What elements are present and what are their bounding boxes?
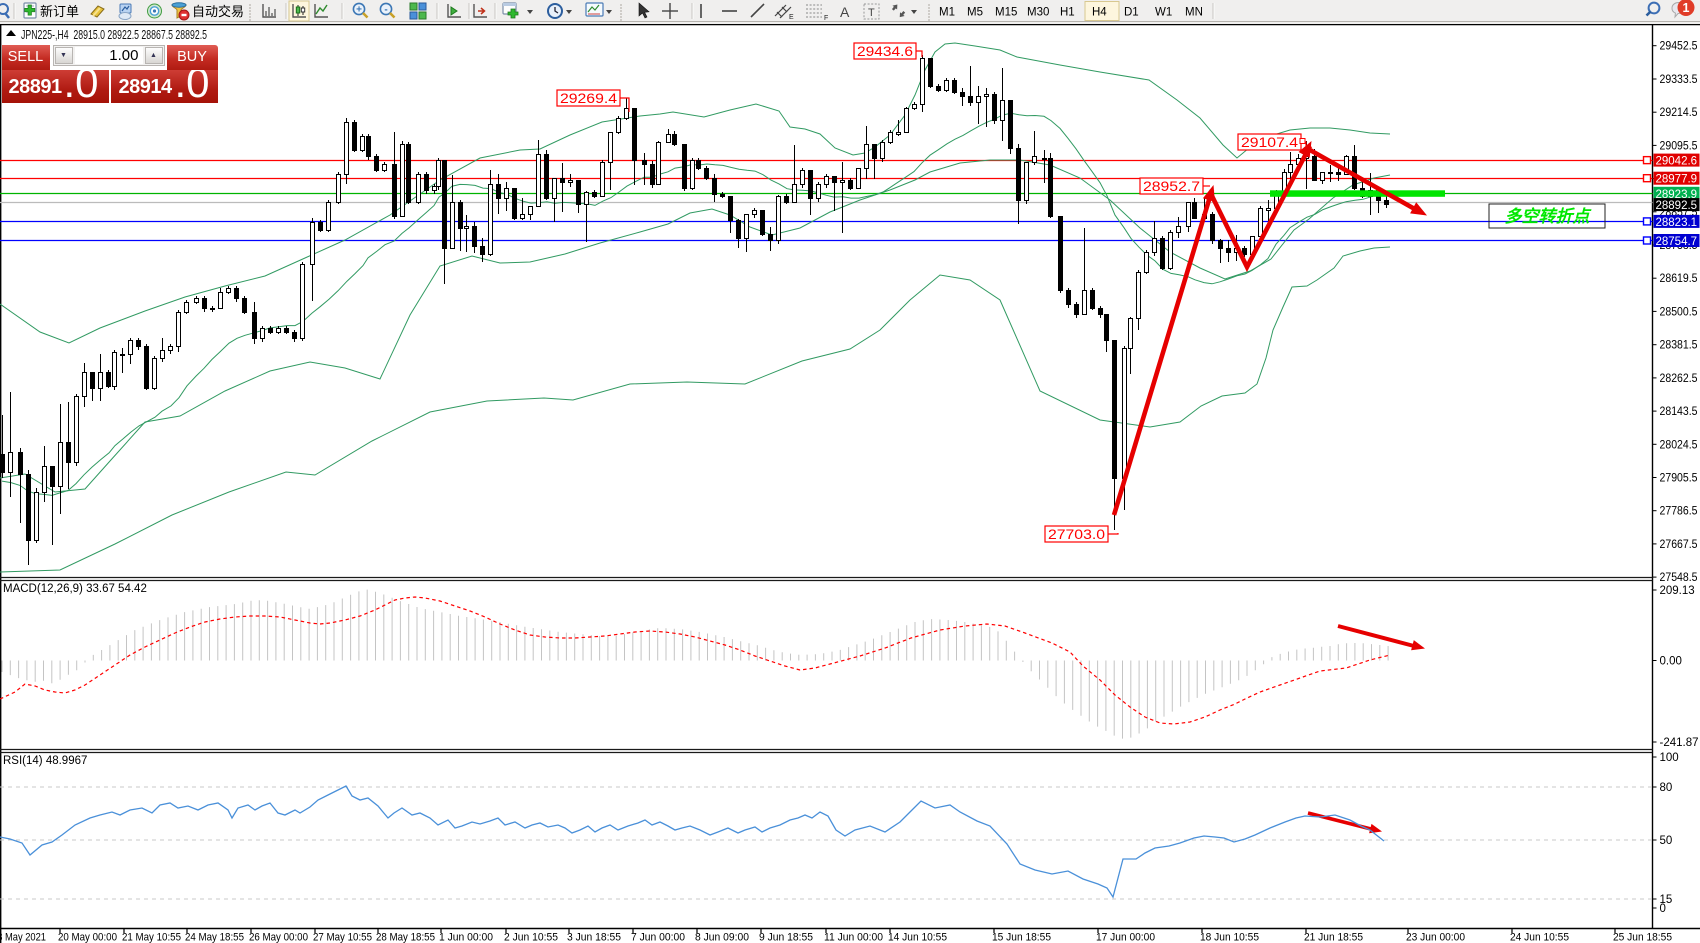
svg-text:0.00: 0.00: [1660, 656, 1682, 668]
svg-text:H1: H1: [1060, 7, 1075, 19]
svg-text:M15: M15: [995, 7, 1017, 19]
svg-text:M1: M1: [939, 7, 955, 19]
svg-text:28977.9: 28977.9: [1656, 174, 1698, 186]
svg-text:自动交易: 自动交易: [192, 4, 244, 19]
svg-text:0: 0: [1660, 903, 1666, 915]
svg-text:T: T: [868, 7, 875, 19]
svg-text:29452.5: 29452.5: [1660, 41, 1698, 53]
svg-text:3 Jun 18:55: 3 Jun 18:55: [567, 932, 621, 943]
svg-text:D1: D1: [1124, 7, 1139, 19]
svg-text:28500.5: 28500.5: [1660, 306, 1698, 318]
svg-text:29434.6: 29434.6: [857, 44, 913, 60]
svg-text:27703.0: 27703.0: [1048, 527, 1105, 543]
svg-text:-241.87: -241.87: [1660, 737, 1699, 749]
svg-text:17 Jun 00:00: 17 Jun 00:00: [1096, 932, 1155, 943]
svg-text:9 Jun 18:55: 9 Jun 18:55: [759, 932, 813, 943]
svg-text:28952.7: 28952.7: [1143, 179, 1200, 195]
svg-text:28619.5: 28619.5: [1660, 273, 1698, 285]
svg-text:24 May 18:55: 24 May 18:55: [185, 932, 244, 943]
svg-text:28 May 18:55: 28 May 18:55: [376, 932, 435, 943]
svg-text:F: F: [824, 15, 828, 22]
svg-text:E: E: [789, 14, 794, 21]
svg-text:21 May 10:55: 21 May 10:55: [122, 932, 181, 943]
svg-text:27905.5: 27905.5: [1660, 473, 1698, 485]
svg-text:209.13: 209.13: [1660, 585, 1695, 597]
svg-text:29095.5: 29095.5: [1660, 140, 1698, 152]
svg-text:-: -: [384, 5, 387, 16]
svg-text:14 Jun 10:55: 14 Jun 10:55: [888, 932, 947, 943]
svg-text:27 May 10:55: 27 May 10:55: [313, 932, 372, 943]
svg-text:+: +: [356, 5, 362, 16]
svg-text:29042.6: 29042.6: [1656, 156, 1698, 168]
svg-text:1 Jun 00:00: 1 Jun 00:00: [439, 932, 493, 943]
svg-text:28892.5: 28892.5: [1656, 200, 1698, 212]
svg-text:27548.5: 27548.5: [1660, 572, 1698, 584]
svg-text:28143.5: 28143.5: [1660, 406, 1698, 418]
svg-text:MN: MN: [1185, 7, 1203, 19]
svg-text:2 Jun 10:55: 2 Jun 10:55: [504, 932, 558, 943]
svg-text:29269.4: 29269.4: [560, 91, 617, 107]
svg-text:M30: M30: [1027, 7, 1049, 19]
svg-text:JPN225-,H4 28915.0 28922.5 28: JPN225-,H4 28915.0 28922.5 28867.5 28892…: [21, 27, 207, 42]
svg-text:M5: M5: [967, 7, 983, 19]
svg-text:23 Jun 00:00: 23 Jun 00:00: [1406, 932, 1465, 943]
svg-text:18 Jun 10:55: 18 Jun 10:55: [1200, 932, 1259, 943]
svg-text:25 Jun 18:55: 25 Jun 18:55: [1613, 932, 1672, 943]
svg-text:28923.9: 28923.9: [1656, 189, 1698, 201]
svg-text:7 Jun 00:00: 7 Jun 00:00: [631, 932, 685, 943]
svg-text:28262.5: 28262.5: [1660, 373, 1698, 385]
svg-text:15 Jun 18:55: 15 Jun 18:55: [992, 932, 1051, 943]
svg-text:28024.5: 28024.5: [1660, 439, 1698, 451]
svg-text:20 May 00:00: 20 May 00:00: [58, 932, 117, 943]
svg-text:27667.5: 27667.5: [1660, 539, 1698, 551]
svg-text:18 May 2021: 18 May 2021: [0, 932, 46, 943]
svg-text:21 Jun 18:55: 21 Jun 18:55: [1304, 932, 1363, 943]
svg-text:H4: H4: [1092, 7, 1107, 19]
svg-text:29333.5: 29333.5: [1660, 74, 1698, 86]
svg-text:27786.5: 27786.5: [1660, 506, 1698, 518]
svg-text:80: 80: [1660, 782, 1673, 794]
svg-text:50: 50: [1660, 835, 1673, 847]
svg-text:MACD(12,26,9) 33.67 54.42: MACD(12,26,9) 33.67 54.42: [3, 583, 147, 595]
svg-text:29107.4: 29107.4: [1241, 135, 1298, 151]
svg-text:1: 1: [1683, 1, 1690, 15]
svg-text:28823.1: 28823.1: [1656, 217, 1698, 229]
svg-text:W1: W1: [1155, 7, 1172, 19]
svg-text:8 Jun 09:00: 8 Jun 09:00: [695, 932, 749, 943]
svg-text:100: 100: [1660, 752, 1679, 764]
svg-text:A: A: [840, 4, 850, 20]
svg-text:26 May 00:00: 26 May 00:00: [249, 932, 308, 943]
svg-text:11 Jun 00:00: 11 Jun 00:00: [824, 932, 883, 943]
svg-text:28754.7: 28754.7: [1656, 236, 1698, 248]
svg-text:15: 15: [1660, 894, 1673, 906]
svg-text:RSI(14) 48.9967: RSI(14) 48.9967: [3, 755, 87, 767]
svg-text:新订单: 新订单: [40, 4, 79, 19]
svg-text:24 Jun 10:55: 24 Jun 10:55: [1510, 932, 1569, 943]
svg-text:29214.5: 29214.5: [1660, 107, 1698, 119]
svg-text:多空转折点: 多空转折点: [1505, 207, 1593, 226]
svg-text:28381.5: 28381.5: [1660, 340, 1698, 352]
